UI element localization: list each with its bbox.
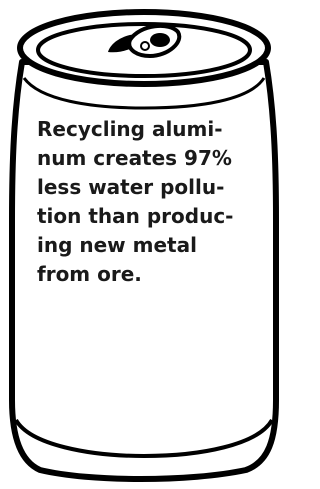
fact-line: less water pollu-	[37, 175, 224, 199]
fact-line: Recycling alumi-	[37, 117, 223, 141]
pull-tab-rivet	[141, 42, 149, 50]
can-illustration: Recycling alumi-num creates 97% less wate…	[0, 0, 281, 489]
fact-line: ing new metal	[37, 233, 197, 257]
fact-line: num creates 97%	[37, 146, 232, 170]
fact-line: from ore.	[37, 262, 142, 286]
pull-tab-hole	[150, 33, 170, 47]
fact-line: tion than produc-	[37, 204, 233, 228]
